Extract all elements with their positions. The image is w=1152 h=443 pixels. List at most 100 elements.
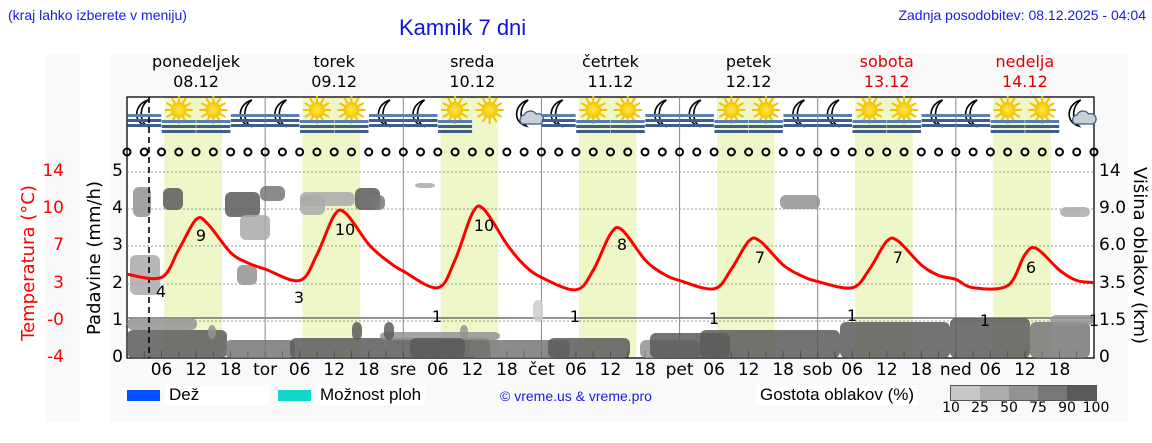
wind-circle-icon: [191, 147, 201, 157]
min-temp-label: 1: [570, 307, 580, 326]
x-tick-label: 18: [772, 360, 794, 380]
sun-icon: [475, 96, 504, 124]
sun-fog-icon: [852, 96, 887, 133]
copyright-link[interactable]: © vreme.us & vreme.pro: [500, 388, 652, 404]
last-update: Zadnja posodobitev: 08.12.2025 - 04:04: [898, 7, 1146, 23]
wind-circle-icon: [433, 147, 443, 157]
wind-circle-icon: [985, 147, 995, 157]
x-tick-label: 06: [979, 360, 1002, 380]
min-temp-label: 1: [847, 306, 857, 325]
x-tick-label: 06: [565, 360, 587, 380]
wind-circle-icon: [778, 147, 788, 157]
day-date: 10.12: [449, 72, 496, 91]
day-name: sobota: [859, 52, 914, 71]
wind-circle-icon: [554, 147, 564, 157]
wind-circle-icon: [588, 147, 598, 157]
wind-circle-icon: [1072, 147, 1082, 157]
sun-fog-icon: [196, 96, 231, 133]
wind-circle-icon: [1020, 147, 1030, 157]
wind-circle-icon: [485, 147, 495, 157]
day-header: sreda 10.12: [403, 52, 541, 92]
wind-circle-icon: [951, 147, 961, 157]
sun-fog-icon: [161, 96, 196, 133]
moon-fog-icon: [679, 99, 714, 128]
wind-circle-icon: [502, 147, 512, 157]
weather-icons-row: [127, 96, 1097, 133]
daylight-bands: [127, 97, 1094, 358]
day-date: 13.12: [863, 72, 910, 91]
sun-fog-icon: [714, 96, 749, 133]
wind-circle-icon: [467, 147, 477, 157]
moon-fog-icon: [956, 99, 991, 128]
x-tick-label: sre: [390, 360, 417, 380]
x-tick-label: sob: [802, 360, 833, 380]
moon-cloud-icon: [1068, 99, 1097, 128]
density-swatch: [1038, 386, 1067, 400]
x-tick-label: 06: [426, 360, 449, 380]
tick-label: 7: [53, 235, 64, 255]
tick-label: 2: [112, 273, 123, 293]
x-tick-label: tor: [253, 360, 278, 380]
day-name: torek: [313, 52, 355, 71]
cloud-density-label: Gostota oblakov (%): [756, 385, 919, 405]
tick-label: 0: [112, 347, 123, 367]
density-tick: 75: [1029, 400, 1047, 416]
sun-fog-icon: [748, 96, 783, 133]
x-tick-label: 06: [150, 360, 173, 380]
x-tick-label: 18: [1048, 360, 1071, 380]
min-temp-label: 1: [432, 307, 442, 326]
temperature-labels: 4 3 1 1 1 1 1 9 10 10 8 7 7 6 1: [156, 216, 1099, 330]
x-tick-label: ned: [939, 360, 972, 380]
wind-circle-icon: [346, 147, 356, 157]
min-temp-label: 1: [1089, 311, 1099, 330]
x-tick-label: 12: [185, 360, 207, 380]
day-date: 12.12: [725, 72, 772, 91]
wind-circle-icon: [623, 147, 633, 157]
moon-fog-icon: [541, 99, 576, 128]
temperature-axis-panel: [45, 55, 80, 422]
x-tick-label: 12: [875, 360, 898, 380]
wind-circle-icon: [813, 147, 823, 157]
density-tick: 10: [942, 400, 960, 416]
wind-circle-icon: [329, 147, 339, 157]
sun-fog-icon: [299, 96, 334, 133]
x-tick-label: 06: [288, 360, 311, 380]
moon-fog-icon: [127, 99, 162, 128]
wind-circle-icon: [830, 147, 840, 157]
day-header: ponedeljek 08.12: [127, 52, 265, 92]
tick-label: 9.0: [1099, 198, 1127, 218]
wind-circle-icon: [1003, 147, 1013, 157]
wind-circle-icon: [709, 147, 719, 157]
sun-fog-icon: [990, 96, 1025, 133]
wind-circle-icon: [744, 147, 754, 157]
tick-label: 14: [42, 161, 64, 181]
x-tick-label: 18: [910, 360, 933, 380]
wind-circle-icon: [519, 147, 529, 157]
sun-fog-icon: [610, 96, 645, 133]
temperature-line: [126, 204, 1095, 292]
max-temp-label: 7: [755, 248, 765, 267]
location-hint[interactable]: (kraj lahko izberete v meniju): [8, 7, 187, 23]
cloud-density-scale: [950, 385, 1097, 401]
wind-circle-icon: [295, 147, 305, 157]
min-temp-label: 1: [980, 311, 990, 330]
moon-fog-icon: [645, 99, 680, 128]
min-temp-label: 4: [156, 282, 166, 301]
wind-circle-icon: [726, 147, 736, 157]
x-tick-label: 12: [461, 360, 484, 380]
tick-label: 3: [53, 273, 64, 293]
moon-fog-icon: [921, 99, 956, 128]
day-header: torek 09.12: [265, 52, 403, 92]
wind-circle-icon: [899, 147, 909, 157]
tick-label: 3.5: [1099, 273, 1127, 293]
density-swatch: [980, 386, 1009, 400]
wind-circle-icon: [260, 147, 270, 157]
sun-fog-icon: [887, 96, 922, 133]
wind-circle-icon: [122, 147, 132, 157]
wind-circle-icon: [174, 147, 184, 157]
day-name: ponedeljek: [152, 52, 240, 71]
tick-label: -0: [47, 310, 64, 330]
day-name: sreda: [450, 52, 495, 71]
tick-label: 5: [112, 161, 123, 181]
wind-circle-icon: [1054, 147, 1064, 157]
